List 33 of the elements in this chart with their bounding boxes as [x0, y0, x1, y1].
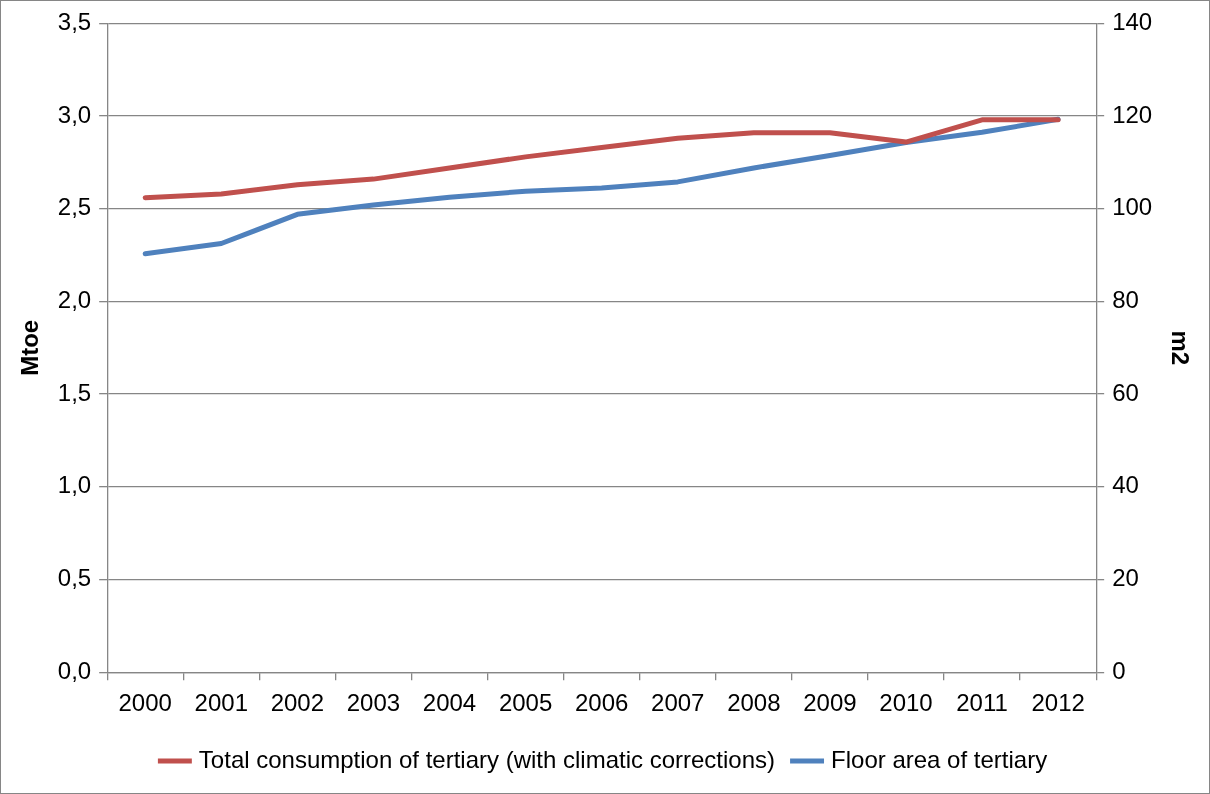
x-tick-label: 2011: [956, 689, 1008, 717]
y2-tick-label: 20: [1112, 564, 1139, 592]
y2-tick-label: 100: [1112, 193, 1153, 221]
y2-axis-title: m2: [1166, 330, 1194, 366]
y-tick-label: 3,5: [57, 8, 92, 36]
y-tick-label: 1,0: [57, 471, 92, 499]
y-tick-label: 0,5: [57, 564, 92, 592]
y-tick-label: 1,5: [57, 378, 92, 406]
x-tick-label: 2009: [803, 689, 857, 717]
x-tick-label: 2000: [118, 689, 172, 717]
y-tick-label: 3,0: [57, 100, 92, 128]
y2-tick-label: 140: [1112, 8, 1153, 36]
legend-label: Floor area of tertiary: [831, 745, 1048, 773]
y2-tick-label: 60: [1112, 378, 1139, 406]
y2-tick-label: 0: [1112, 656, 1126, 684]
y-tick-label: 2,0: [57, 286, 92, 314]
x-tick-label: 2008: [727, 689, 781, 717]
x-tick-label: 2007: [651, 689, 705, 717]
x-tick-label: 2012: [1031, 689, 1085, 717]
x-tick-label: 2003: [346, 689, 401, 717]
y-axis-title: Mtoe: [16, 319, 44, 376]
y2-tick-label: 120: [1112, 100, 1153, 128]
x-tick-label: 2010: [879, 689, 933, 717]
x-tick-label: 2001: [194, 689, 248, 717]
x-tick-label: 2006: [574, 689, 629, 717]
y2-tick-label: 40: [1112, 471, 1139, 499]
x-tick-label: 2005: [498, 689, 553, 717]
y-tick-label: 2,5: [57, 193, 92, 221]
y-tick-label: 0,0: [57, 656, 92, 684]
legend-label: Total consumption of tertiary (with climatic corrections): [198, 745, 776, 773]
x-tick-label: 2002: [270, 689, 325, 717]
y2-tick-label: 80: [1112, 286, 1139, 314]
x-tick-label: 2004: [422, 689, 477, 717]
